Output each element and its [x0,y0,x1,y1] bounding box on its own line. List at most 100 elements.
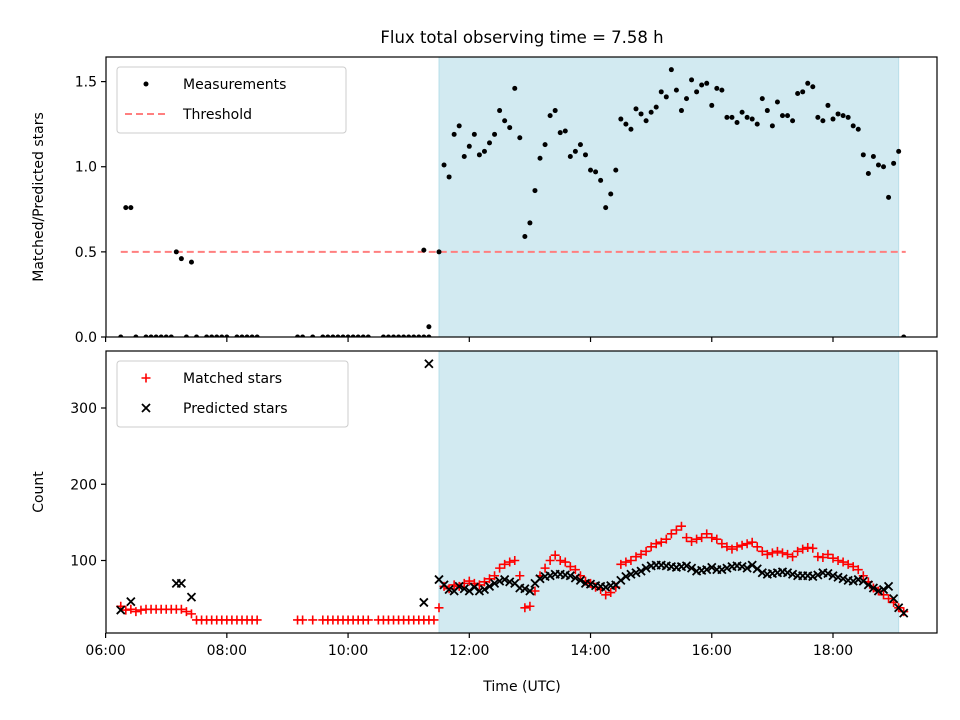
measurement-point [613,167,619,173]
predicted-star-point [525,586,535,596]
bottom-panel: 100 200 300 06:00 08:00 10:00 12:00 14:00 16:00 1… [70,350,938,659]
measurement-point [744,114,750,120]
matched-star-point [828,553,838,563]
x-tick-label: 06:00 [85,643,125,659]
measurement-point [643,118,649,124]
measurement-point [572,148,578,154]
y-tick-label: 300 [70,401,97,417]
measurement-point [739,109,745,115]
matched-star-point [879,590,889,600]
measurement-point [663,94,669,100]
predicted-star-point [899,608,909,618]
measurement-point [749,116,755,122]
predicted-star-point [565,571,575,581]
predicted-star-point [621,571,631,582]
measurement-point [476,152,482,158]
y-tick-label: 200 [70,477,97,493]
measurement-point [835,111,841,117]
legend-label: Measurements [183,77,286,93]
measurement-point [194,334,200,337]
measurement-point [779,113,785,119]
measurement-point [391,334,397,337]
measurement-point [385,334,391,337]
measurement-point [527,220,533,226]
measurement-point [537,155,543,161]
measurement-point [825,102,831,108]
legend: Measurements Threshold [116,66,347,134]
measurement-point [608,191,614,197]
y-tick-label: 1.0 [75,160,97,176]
x-axis-label: Time (UTC) [482,679,560,695]
matched-star-point [843,559,853,569]
top-panel: 0.0 0.5 1.0 1.5 Measurements Threshold [75,56,938,346]
measurement-point [168,334,174,337]
matched-star-point [707,533,717,543]
measurement-point [487,140,493,146]
matched-star-point [464,576,474,586]
measurement-point [345,334,351,337]
matched-star-point [697,533,707,543]
measurement-point [623,121,629,127]
matched-star-point [131,607,141,617]
predicted-star-point [641,563,651,573]
measurement-point [178,256,184,262]
measurement-point [118,334,124,337]
y-tick-label: 100 [70,554,97,570]
measurement-point [542,142,548,148]
matched-star-point [692,534,702,544]
predicted-star-point [484,581,495,592]
measurement-point [143,334,149,337]
measurement-point [653,104,659,110]
measurement-point [588,167,594,173]
matched-star-point [793,546,803,556]
matched-star-point [818,552,828,562]
measurement-point [805,80,811,86]
matched-star-point [808,543,818,553]
measurement-point [547,113,553,119]
y-tick-label: 0.5 [75,245,97,261]
measurement-point [860,152,866,158]
measurement-point [598,177,604,183]
predicted-star-point [424,359,434,369]
measurement-point [466,143,472,149]
measurement-point [234,334,240,337]
measurement-point [517,135,523,141]
observing-span [438,350,900,634]
matched-star-point [616,559,626,569]
predicted-star-point [863,580,873,590]
matched-star-point [570,565,580,575]
matched-star-point [682,533,692,543]
predicted-star-point [681,561,692,571]
measurement-point [224,334,230,337]
predicted-star-point [883,581,894,592]
chart-title: Flux total observing time = 7.58 h [380,28,663,47]
y-tick-label: 1.5 [75,75,97,91]
measurement-point [603,205,609,211]
predicted-star-point [742,563,752,573]
matched-star-point [853,565,863,575]
matched-star-point [722,542,732,552]
legend-label: Matched stars [183,371,282,387]
matched-star-point [752,542,762,552]
measurement-point [618,116,624,122]
y-tick-label: 0.0 [75,330,97,346]
measurement-point [325,334,331,337]
predicted-star-point [707,562,717,572]
x-tick-label: 14:00 [570,643,610,659]
legend-marker [143,81,149,87]
measurement-point [456,123,462,129]
y-axis-label-count: Count [31,471,47,513]
measurement-point [355,334,361,337]
matched-star-point [565,562,575,572]
predicted-star-point [454,581,464,592]
matched-star-point [666,529,676,539]
measurement-point [800,89,806,95]
predicted-star-point [116,605,126,615]
predicted-star-point [878,584,889,595]
measurement-point [658,89,664,95]
matched-star-point [252,615,262,625]
measurement-point [769,123,775,129]
measurement-point [582,152,588,158]
predicted-star-point [636,566,646,576]
matched-star-point [505,557,515,567]
